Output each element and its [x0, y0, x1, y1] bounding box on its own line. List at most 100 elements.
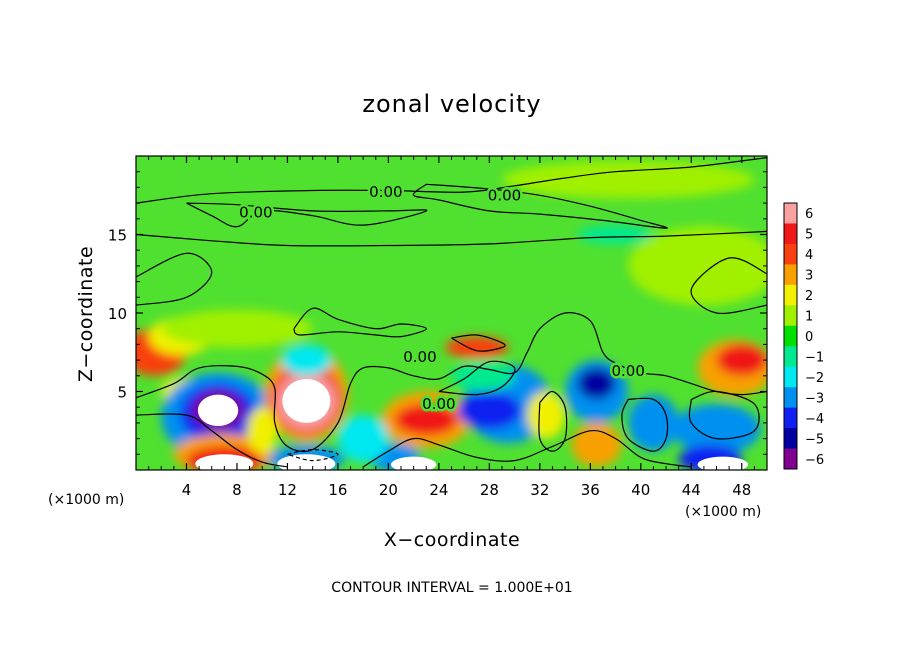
colorbar-label-3: 3	[805, 269, 813, 284]
x-tick-label-5: 24	[429, 481, 448, 499]
x-tick-label-2: 12	[278, 481, 297, 499]
contour-line-11	[538, 390, 568, 452]
contour-label-3: 0.00	[403, 348, 436, 366]
x-tick-label-1: 8	[232, 481, 242, 499]
colorbar-label-1: 5	[805, 228, 813, 243]
colorbar-label-6: 0	[805, 330, 813, 345]
saturated-region-2	[195, 454, 254, 470]
colorbar-swatch-11	[784, 428, 797, 450]
anomaly-29	[337, 415, 389, 463]
colorbar-swatch-3	[784, 264, 797, 286]
anomaly-32	[577, 225, 654, 244]
colorbar-swatch-0	[784, 203, 797, 224]
anomaly-22	[628, 394, 679, 452]
contour-line-1	[412, 183, 668, 229]
colorbar-label-7: −1	[805, 350, 824, 365]
colorbar-label-0: 6	[805, 207, 813, 222]
anomaly-25	[672, 404, 761, 455]
colorbar-swatch-8	[784, 366, 797, 388]
contour-line-15	[287, 448, 339, 462]
saturated-region-3	[277, 454, 336, 470]
anomaly-30	[247, 407, 278, 455]
contour-labels: 0.00 0.00 0.00 0.00 0.00 0.00	[237, 181, 648, 416]
contour-line-3	[136, 230, 767, 247]
colorbar-label-11: −5	[805, 432, 824, 447]
colorbar-label-9: −3	[805, 391, 824, 406]
anomaly-28	[527, 391, 566, 439]
contour-label-2: 0.00	[239, 204, 272, 222]
anomaly-24	[716, 344, 767, 376]
anomaly-31	[501, 160, 755, 199]
colorbar-swatch-12	[784, 448, 797, 470]
anomaly-34	[161, 309, 313, 348]
y-axis: 5 10 15	[108, 171, 767, 455]
contour-interval-note: CONTOUR INTERVAL = 1.000E+01	[331, 580, 572, 596]
x-tick-label-8: 36	[581, 481, 600, 499]
x-tick-label-7: 32	[530, 481, 549, 499]
x-axis: 4 8 12 16 20 24 28 32 36 40 44 48	[148, 156, 755, 499]
colorbar-label-12: −6	[805, 453, 824, 468]
x-tick-label-9: 40	[631, 481, 650, 499]
anomaly-11	[281, 344, 332, 376]
y-tick-label-1: 10	[108, 305, 127, 323]
contour-label-1: 0.00	[488, 186, 521, 204]
saturated-region-0	[197, 394, 239, 427]
contour-line-6	[293, 307, 427, 338]
contour-label-4: 0.00	[422, 395, 455, 413]
x-tick-label-10: 44	[682, 481, 701, 499]
x-axis-label: X−coordinate	[384, 529, 520, 551]
colorbar-swatch-7	[784, 346, 797, 368]
colorbar-swatch-6	[784, 325, 797, 347]
colorbar-label-10: −4	[805, 412, 824, 427]
contour-line-10	[438, 360, 516, 396]
anomaly-17	[445, 336, 509, 359]
x-axis-units-left: (×1000 m)	[48, 492, 124, 508]
colorbar-swatch-10	[784, 407, 797, 429]
colorbar: 6 5 4 3 2 1 0 −1 −2 −3 −4 −5 −6	[783, 202, 824, 470]
anomaly-21	[571, 422, 622, 467]
colorbar-label-2: 4	[805, 248, 813, 263]
contour-line-0	[136, 157, 767, 204]
contour-label-5: 0.00	[611, 362, 644, 380]
colorbar-frame	[783, 202, 798, 470]
colorbar-swatch-4	[784, 284, 797, 306]
contour-line-13	[688, 390, 760, 440]
contour-line-9	[362, 429, 692, 468]
colorbar-swatch-1	[784, 223, 797, 245]
x-tick-label-0: 4	[182, 481, 192, 499]
saturated-region-4	[390, 456, 437, 470]
contour-lines	[136, 157, 767, 468]
anomaly-20	[577, 367, 616, 400]
x-tick-label-4: 20	[379, 481, 398, 499]
x-tick-label-3: 16	[328, 481, 347, 499]
y-axis-label: Z−coordinate	[75, 246, 97, 382]
contour-line-4	[136, 252, 213, 306]
anomaly-16	[457, 391, 521, 430]
saturated-region-5	[697, 456, 749, 470]
anomaly-33	[628, 226, 767, 306]
colorbar-label-4: 2	[805, 289, 813, 304]
y-tick-label-2: 15	[108, 227, 127, 245]
colorbar-swatch-2	[784, 243, 797, 265]
contour-line-5	[690, 257, 767, 315]
saturated-regions	[195, 378, 749, 470]
chart-title: zonal velocity	[362, 90, 541, 118]
velocity-field: 0.00 0.00 0.00 0.00 0.00 0.00	[136, 157, 767, 470]
x-axis-units-right: (×1000 m)	[685, 504, 761, 520]
saturated-region-1	[282, 378, 331, 423]
colorbar-swatch-5	[784, 305, 797, 327]
contour-line-7	[136, 312, 767, 453]
contour-label-0: 0.00	[369, 183, 402, 201]
contour-line-12	[621, 397, 669, 452]
colorbar-label-5: 1	[805, 310, 813, 325]
anomaly-14	[394, 404, 458, 436]
x-tick-label-11: 48	[732, 481, 751, 499]
contour-line-14	[451, 334, 506, 352]
anomaly-18	[451, 360, 515, 392]
colorbar-swatch-9	[784, 387, 797, 409]
x-tick-label-6: 28	[480, 481, 499, 499]
colorbar-label-8: −2	[805, 371, 824, 386]
y-tick-label-0: 5	[117, 384, 127, 402]
contour-line-8	[136, 413, 288, 468]
